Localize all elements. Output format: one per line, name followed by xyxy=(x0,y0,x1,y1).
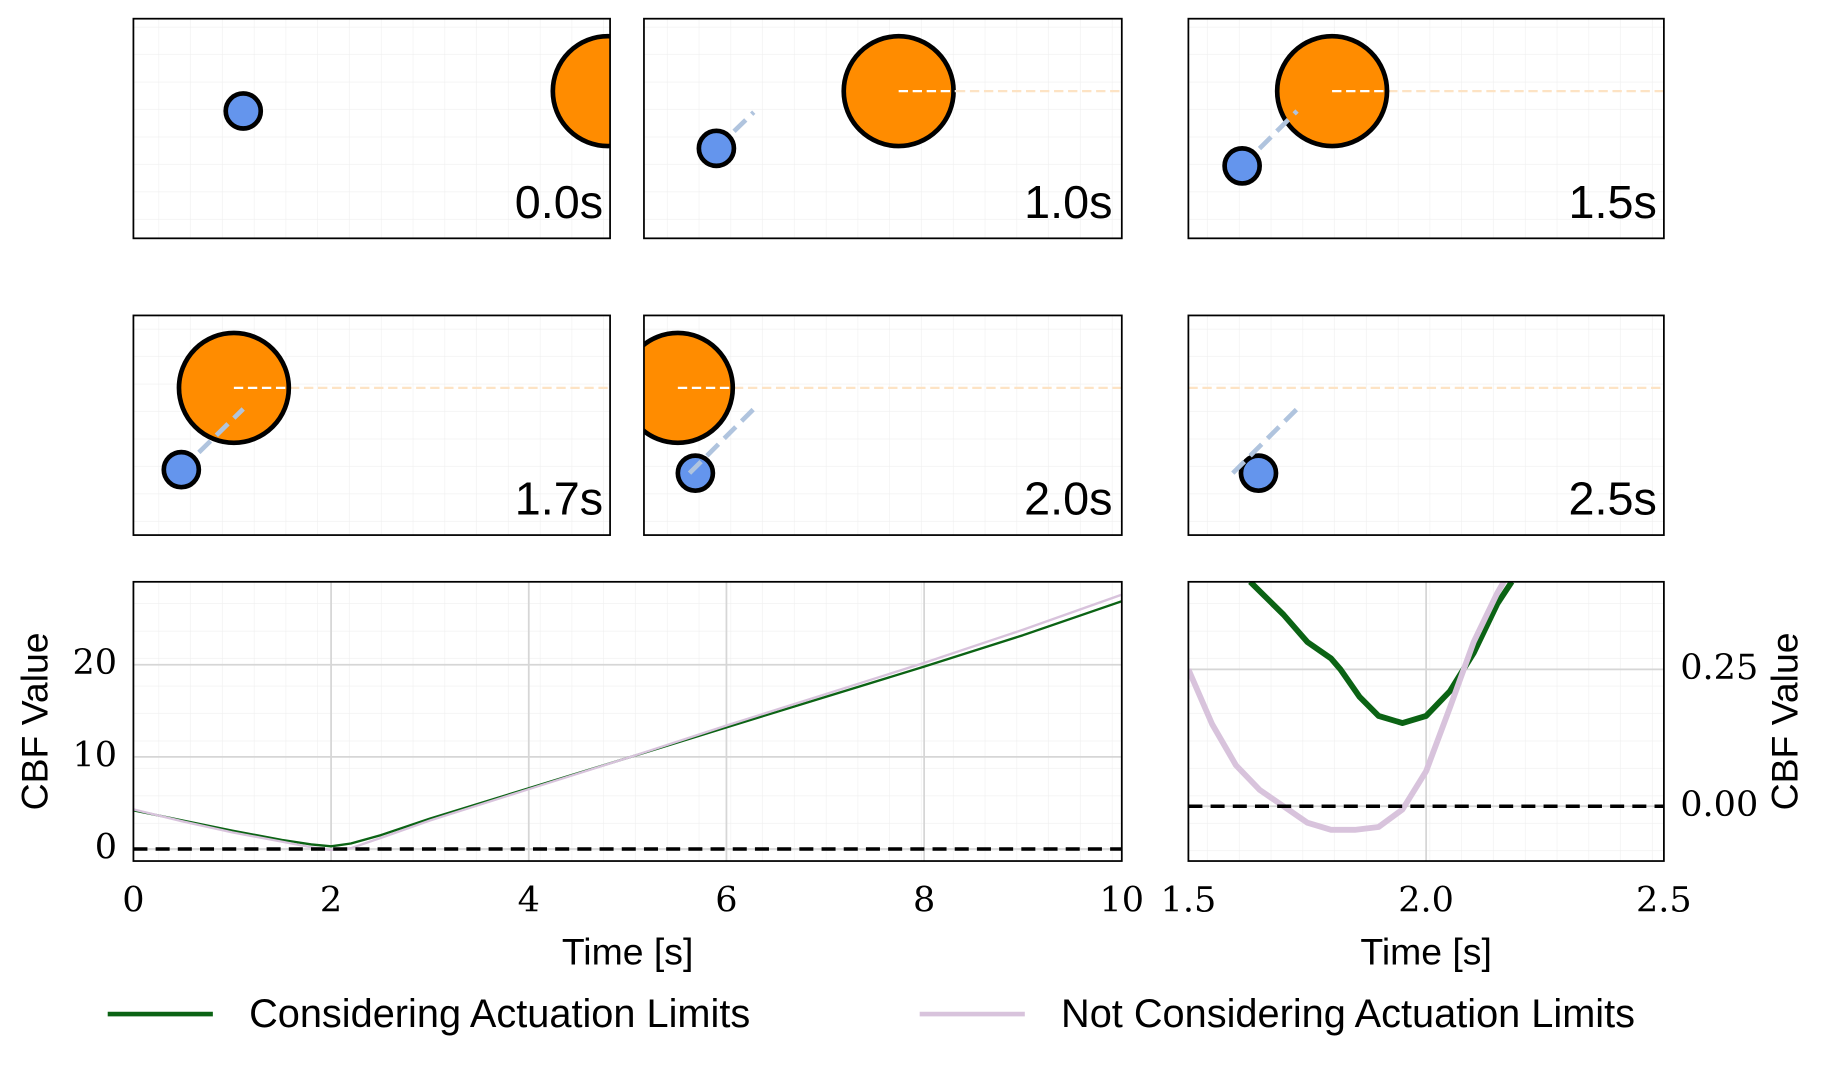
plot-background xyxy=(133,581,1122,862)
y-tick-label: 0.00 xyxy=(1680,784,1758,825)
time-label: 1.0s xyxy=(1024,176,1112,228)
plot-frame xyxy=(132,580,1123,862)
time-label: 0.0s xyxy=(515,176,603,228)
y-tick-label: 0 xyxy=(95,827,117,868)
snapshot-panel: 1.0s xyxy=(643,17,1123,240)
time-label: 2.5s xyxy=(1569,473,1657,525)
y-tick-label: 0.25 xyxy=(1680,647,1758,688)
x-tick-label: 4 xyxy=(518,879,540,920)
time-label: 1.5s xyxy=(1569,176,1657,228)
series-line xyxy=(133,600,1122,848)
y-axis-label: CBF Value xyxy=(13,632,55,810)
snapshot-panel: 0.0s xyxy=(132,17,611,240)
series-line xyxy=(133,593,1122,852)
plot-lines xyxy=(133,593,1122,852)
plot-frame xyxy=(1187,580,1665,862)
x-tick-label: 6 xyxy=(715,879,737,920)
snapshot-panel: 1.5s xyxy=(1187,17,1665,240)
time-label: 1.7s xyxy=(515,473,603,525)
x-tick-label: 2.0 xyxy=(1398,879,1454,920)
snapshot-panel: 1.7s xyxy=(132,314,611,536)
x-tick-label: 1.5 xyxy=(1161,879,1217,920)
y-tick-label: 10 xyxy=(72,734,117,775)
x-axis-label: Time [s] xyxy=(562,930,694,972)
x-tick-label: 10 xyxy=(1100,879,1145,920)
time-label: 2.0s xyxy=(1024,473,1112,525)
snapshot-panel: 2.5s xyxy=(1187,314,1665,536)
plot-lines xyxy=(1188,581,1515,833)
series-line xyxy=(1188,581,1508,833)
legend-label: Considering Actuation Limits xyxy=(249,992,750,1036)
x-tick-label: 8 xyxy=(913,879,935,920)
snapshot-panel: 2.0s xyxy=(643,314,1123,536)
x-tick-label: 0 xyxy=(122,879,144,920)
x-tick-label: 2 xyxy=(320,879,342,920)
x-tick-label: 2.5 xyxy=(1636,879,1692,920)
x-axis-label: Time [s] xyxy=(1360,930,1492,972)
series-line xyxy=(1248,581,1515,726)
y-axis-label: CBF Value xyxy=(1764,632,1806,810)
legend-label: Not Considering Actuation Limits xyxy=(1061,992,1635,1036)
y-tick-label: 20 xyxy=(72,642,117,683)
